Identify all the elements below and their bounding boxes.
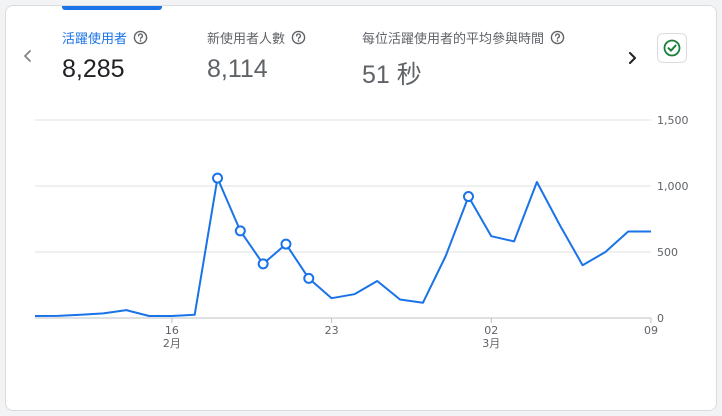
metric-new-users[interactable]: 新使用者人數 8,114 [207,28,306,84]
x-tick-label: 02 [484,324,498,337]
x-tick-label: 23 [325,324,339,337]
y-tick-label: 500 [657,246,678,259]
help-circle-icon[interactable] [550,30,565,45]
active-metric-indicator [62,6,162,10]
data-point [303,272,315,284]
previous-metrics-button[interactable] [16,44,40,68]
series-line [34,177,651,317]
x-tick-label: 09 [644,324,658,337]
metric-value: 8,285 [62,55,125,83]
y-tick-label: 0 [657,312,664,325]
metric-label: 新使用者人數 [207,32,286,47]
x-tick-label: 16 [165,324,179,337]
next-metrics-button[interactable] [620,46,644,70]
data-status-button[interactable] [657,33,687,63]
chevron-left-icon [24,50,31,62]
data-point [257,258,269,270]
data-point [212,172,224,184]
help-circle-icon[interactable] [133,30,148,45]
x-tick-month-label: 3月 [482,337,500,350]
metric-active-users[interactable]: 活躍使用者 8,285 [62,28,148,84]
check-circle-icon [663,39,681,57]
metric-label: 活躍使用者 [62,32,128,47]
y-tick-label: 1,000 [657,180,689,193]
metric-value: 8,114 [207,55,268,83]
metric-value: 51 秒 [362,61,422,89]
y-tick-label: 1,500 [657,114,689,127]
data-point [280,238,292,250]
data-point [462,191,474,203]
data-point [234,225,246,237]
metric-label: 每位活躍使用者的平均參與時間 [362,32,545,47]
metric-avg-engagement-time[interactable]: 每位活躍使用者的平均參與時間 51 秒 [362,28,565,91]
report-card: 活躍使用者 8,285 新使用者人數 8,114 每位活躍使用者的平均參與時間 [5,5,717,411]
x-tick-month-label: 2月 [163,337,181,350]
chevron-right-icon [629,52,636,64]
help-circle-icon[interactable] [291,30,306,45]
